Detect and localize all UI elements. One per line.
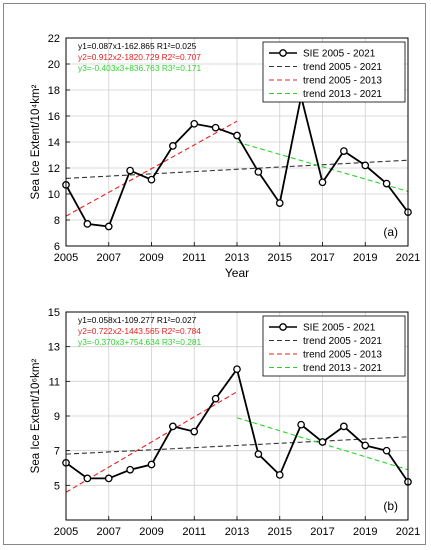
- y-tick-label: 14: [48, 137, 60, 149]
- sie-point: [254, 450, 263, 458]
- trend-line-2: [65, 120, 238, 217]
- regression-equation: y1=0.058x1-109.277 R1²=0.027: [78, 315, 197, 325]
- x-tick-label: 2013: [225, 526, 249, 538]
- y-tick-label: 8: [54, 215, 60, 227]
- sie-point: [275, 199, 284, 207]
- x-tick-label: 2005: [54, 526, 78, 538]
- sie-point: [211, 123, 220, 132]
- sie-point: [318, 178, 327, 187]
- y-tick-label: 18: [48, 85, 60, 97]
- x-tick-label: 2009: [139, 252, 163, 264]
- panel-label: (b): [383, 499, 398, 513]
- sie-point: [254, 168, 263, 176]
- regression-equation: y1=0.087x1-162.865 R1²=0.025: [78, 41, 197, 51]
- legend-entry: trend 2005 - 2013: [303, 350, 382, 361]
- trend-line-1: [65, 436, 409, 455]
- x-tick-label: 2021: [396, 252, 420, 264]
- sie-point: [83, 220, 92, 228]
- sie-point: [104, 222, 113, 231]
- trend-line-1: [65, 159, 409, 179]
- x-tick-label: 2021: [396, 526, 420, 538]
- sie-point: [147, 175, 156, 184]
- y-tick-label: 11: [49, 376, 60, 388]
- regression-equation: y2=0.912x2-1820.729 R2²=0.707: [78, 52, 201, 62]
- sie-point: [382, 179, 391, 188]
- sie-point: [361, 441, 370, 450]
- y-tick-label: 16: [48, 111, 60, 123]
- sie-point: [340, 422, 348, 431]
- legend-swatch-marker: [279, 49, 287, 57]
- sie-point: [126, 166, 134, 175]
- y-tick-label: 20: [48, 59, 60, 71]
- x-tick-label: 2011: [182, 526, 206, 538]
- regression-equation: y3=-0.403x3+836.763 R3²=0.171: [78, 63, 202, 73]
- sie-point: [104, 474, 113, 483]
- x-tick-label: 2013: [225, 252, 249, 264]
- y-tick-label: 6: [54, 241, 60, 253]
- y-tick-label: 5: [54, 480, 60, 492]
- y-tick-label: 22: [48, 33, 60, 45]
- x-tick-label: 2017: [310, 526, 334, 538]
- y-tick-label: 12: [48, 163, 60, 175]
- plot-border: [65, 311, 409, 521]
- legend-entry: trend 2013 - 2021: [303, 363, 382, 374]
- legend-entry: SIE 2005 - 2021: [303, 323, 376, 334]
- y-tick-label: 9: [54, 411, 60, 423]
- x-axis-label: Year: [225, 266, 249, 280]
- x-tick-label: 2007: [97, 252, 121, 264]
- sie-point: [233, 365, 241, 374]
- x-tick-label: 2015: [268, 526, 292, 538]
- sie-point: [318, 438, 327, 446]
- legend-entry: trend 2005 - 2021: [303, 62, 382, 73]
- x-tick-label: 2005: [54, 252, 78, 264]
- sie-point: [169, 422, 177, 431]
- x-tick-label: 2019: [353, 526, 377, 538]
- panel-b: 2005 2007 2009 2011 2013 2015 2017 2019 2021 5 7 9 1…: [30, 307, 420, 538]
- trend-line-2: [65, 391, 238, 493]
- legend-swatch-marker: [279, 323, 287, 331]
- x-tick-label: 2015: [268, 252, 292, 264]
- regression-equation: y3=-0.370x3+754.634 R3²=0.281: [78, 337, 202, 347]
- sie-point: [190, 427, 199, 436]
- y-tick-label: 7: [54, 446, 60, 458]
- panel-a: 2005 2007 2009 2011 2013 2015 2017 2019 2021 6 8 10…: [30, 33, 420, 280]
- sie-point: [83, 474, 92, 483]
- sie-point: [190, 119, 199, 128]
- panel-label: (a): [383, 225, 398, 239]
- legend-entry: trend 2005 - 2013: [303, 76, 382, 87]
- x-tick-label: 2017: [310, 252, 334, 264]
- x-tick-label: 2011: [182, 252, 206, 264]
- legend: SIE 2005 - 2021 trend 2005 - 2021 trend 20…: [262, 315, 406, 377]
- sie-point: [297, 420, 305, 429]
- sie-point: [361, 161, 370, 170]
- y-tick-label: 13: [48, 342, 60, 354]
- regression-equation: y2=0.722x2-1443.565 R2²=0.784: [78, 326, 201, 336]
- x-tick-label: 2019: [353, 252, 377, 264]
- sie-point: [275, 471, 284, 479]
- y-tick-label: 10: [48, 189, 60, 201]
- sie-point: [340, 147, 348, 155]
- legend-entry: trend 2005 - 2021: [303, 336, 382, 347]
- y-tick-label: 15: [48, 307, 60, 319]
- legend-entry: trend 2013 - 2021: [303, 89, 382, 100]
- sie-point: [233, 131, 241, 140]
- sie-point: [211, 394, 220, 403]
- figure-frame: [3, 3, 426, 545]
- trend-line-3: [236, 141, 409, 192]
- plot-border: [65, 37, 409, 247]
- sie-point: [126, 465, 134, 474]
- sie-point: [169, 142, 177, 150]
- sie-point: [382, 446, 391, 455]
- y-axis-label: Sea Ice Extent/10⁶km²: [30, 358, 42, 473]
- sie-point: [147, 460, 156, 469]
- y-axis-label: Sea Ice Extent/10⁴km²: [30, 84, 42, 199]
- legend: SIE 2005 - 2021 trend 2005 - 2021 trend 20…: [262, 41, 406, 103]
- x-tick-label: 2009: [139, 526, 163, 538]
- legend-entry: SIE 2005 - 2021: [303, 49, 376, 60]
- x-tick-label: 2007: [97, 526, 121, 538]
